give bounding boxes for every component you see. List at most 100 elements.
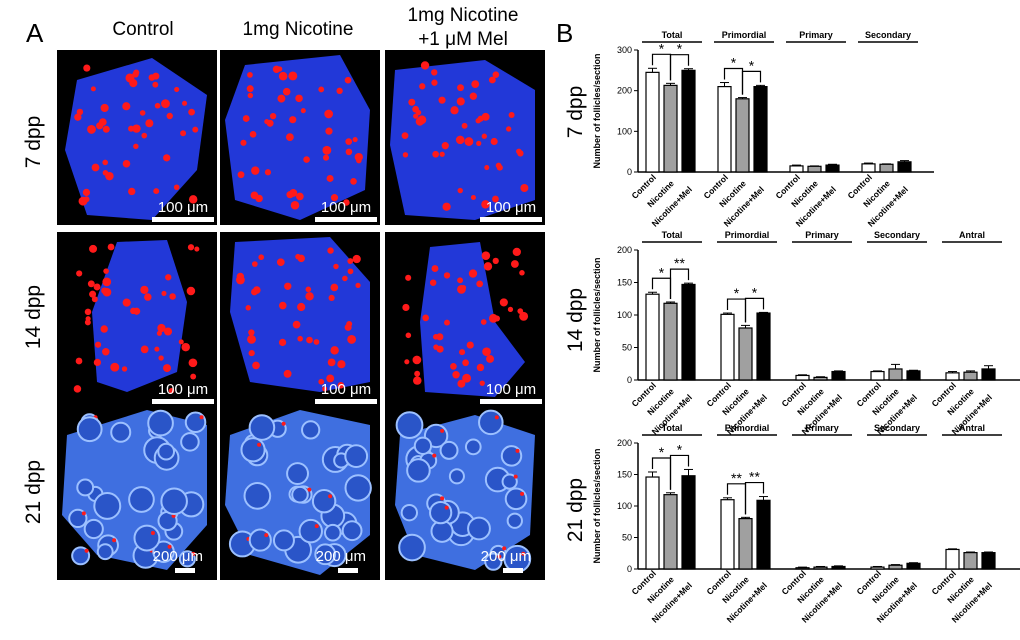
oocyte [103,268,109,274]
follicle [248,414,276,441]
oocyte [251,166,260,175]
oocyte [328,294,335,301]
oocyte [277,66,283,72]
oocyte [492,71,500,78]
oocyte [264,118,270,125]
follicle [298,518,323,544]
oocyte [281,421,286,426]
follicle [484,552,503,571]
oocyte [327,247,334,254]
oocyte [290,200,300,210]
oocyte [277,94,286,103]
oocyte [439,151,445,157]
oocyte [93,283,101,291]
oocyte [330,283,339,292]
oocyte [251,261,258,267]
oocyte [326,374,335,383]
oocyte [278,338,287,347]
scale-bar-label: 100 μm [320,199,372,216]
oocyte [264,533,269,538]
oocyte [414,370,421,377]
ovary-section [65,58,207,220]
oocyte [248,329,255,336]
oocyte [307,487,312,492]
scale-bar-label: 100 μm [157,381,209,398]
oocyte [444,319,450,326]
oocyte [464,137,474,146]
oocyte [456,97,465,106]
group-title: Secondary [874,423,920,433]
significance-label: * [659,40,665,56]
follicle [429,500,453,525]
oocyte [322,145,332,155]
micrograph-tile: 100 μm [385,50,545,225]
bar [795,374,810,381]
y-tick-label: 100 [617,501,632,511]
group-title: Total [662,30,683,40]
oocyte [347,268,354,275]
oocyte [163,154,171,162]
oocyte [440,496,445,501]
oocyte [253,286,261,294]
scale-bar: 200 μm [481,548,531,573]
oocyte [327,358,336,367]
bar [888,564,903,570]
oocyte [459,349,466,356]
bar [879,163,894,173]
oocyte [158,355,164,361]
follicle [464,438,482,456]
oocyte [303,156,310,163]
oocyte [236,275,245,285]
oocyte [405,332,412,339]
column-header-control: Control [112,19,174,40]
panel-a-letter: A [26,18,44,48]
oocyte [122,298,131,307]
oocyte [468,269,478,278]
oocyte [247,72,253,78]
follicle [83,518,104,540]
oocyte [352,254,361,264]
oocyte [248,350,255,357]
bar [825,164,840,173]
bar [870,566,885,570]
oocyte [412,355,422,365]
follicle [291,485,309,504]
oocyte [405,274,412,281]
bar [870,370,885,381]
follicle [341,520,363,542]
significance-label: * [731,55,737,71]
group-title: Primordial [722,30,767,40]
oocyte [352,137,358,143]
oocyte [402,303,410,312]
oocyte [355,282,361,288]
oocyte [186,286,196,296]
scale-bar: 100 μm [152,199,214,222]
oocyte [345,148,353,156]
oocyte [153,188,160,195]
oocyte [402,152,409,158]
y-tick-label: 0 [627,564,632,574]
oocyte [502,546,507,551]
oocyte [520,491,525,496]
bar [831,565,846,570]
oocyte [324,109,334,119]
bar [963,552,978,570]
oocyte [521,551,526,556]
bar [681,283,696,381]
bar [738,327,753,381]
oocyte [450,106,459,115]
oocyte [82,188,91,197]
oocyte [513,474,518,479]
bar [645,71,660,173]
oocyte [187,244,195,251]
oocyte [497,554,502,559]
oocyte [436,333,444,341]
oocyte [105,171,114,181]
follicle [128,486,155,513]
oocyte [154,102,161,109]
follicle [344,444,369,469]
bar [756,499,771,570]
oocyte [264,169,272,176]
significance-label: * [677,41,683,57]
follicle [439,440,459,460]
